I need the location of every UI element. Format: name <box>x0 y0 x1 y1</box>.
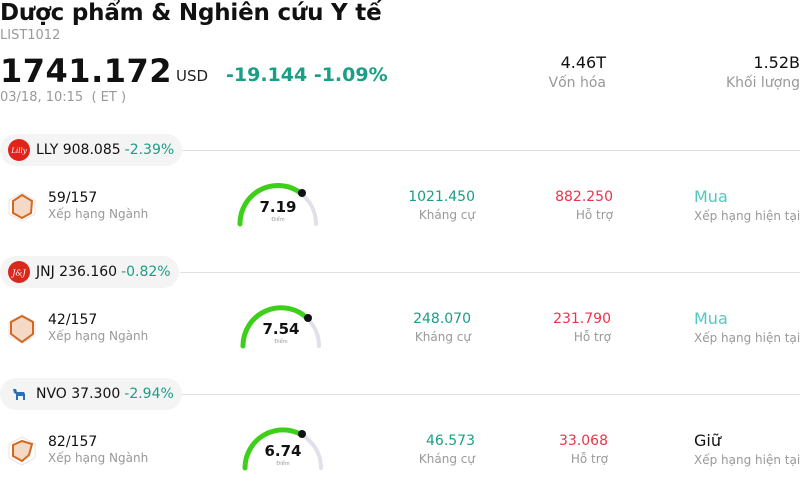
support-level: 33.068 Hỗ trợ <box>559 433 608 466</box>
resistance-level: 1021.450 Kháng cự <box>408 189 475 222</box>
ticker-price: LLY 908.085 <box>36 142 121 158</box>
sector-rank-radar-icon <box>8 436 36 466</box>
resistance-value: 1021.450 <box>408 189 475 205</box>
resistance-label: Kháng cự <box>418 208 475 222</box>
resistance-value: 248.070 <box>413 311 471 327</box>
ticker-pill[interactable]: J&J JNJ 236.160 -0.82% <box>0 256 179 288</box>
support-value: 882.250 <box>555 189 613 205</box>
score-value: 7.19 <box>259 198 297 216</box>
sector-rank-radar-icon <box>8 192 36 222</box>
timestamp: 03/18, 10:15 ( ET ) <box>0 90 127 105</box>
sector-rank-value: 82/157 <box>48 434 98 450</box>
page-title: Dược phẩm & Nghiên cứu Y tế <box>0 0 382 26</box>
resistance-label: Kháng cự <box>418 452 475 466</box>
market-cap-stat: 4.46T Vốn hóa <box>549 53 606 91</box>
index-price: 1741.172 <box>0 52 173 90</box>
resistance-value: 46.573 <box>426 433 475 449</box>
score-gauge: 7.19 Điểm <box>235 180 321 230</box>
score-label: Điểm <box>274 339 288 345</box>
sector-rank-value: 59/157 <box>48 190 98 206</box>
lilly-logo-icon: Lilly <box>8 139 30 161</box>
resistance-label: Kháng cự <box>414 330 471 344</box>
ticker-change: -0.82% <box>121 264 171 280</box>
support-value: 33.068 <box>559 433 608 449</box>
current-rating: Mua Xếp hạng hiện tại <box>694 187 800 223</box>
rating-label: Xếp hạng hiện tại <box>694 453 800 467</box>
sector-rank-radar-icon <box>8 314 36 344</box>
score-label: Điểm <box>271 217 285 223</box>
rating-value: Mua <box>694 187 728 206</box>
index-change: -19.144 -1.09% <box>226 64 388 86</box>
divider <box>180 272 800 273</box>
support-level: 882.250 Hỗ trợ <box>555 189 613 222</box>
resistance-level: 248.070 Kháng cự <box>413 311 471 344</box>
divider <box>180 150 800 151</box>
sector-rank: 42/157 Xếp hạng Ngành <box>48 312 148 343</box>
volume-value: 1.52B <box>753 53 800 72</box>
support-level: 231.790 Hỗ trợ <box>553 311 611 344</box>
sector-rank-label: Xếp hạng Ngành <box>48 451 149 465</box>
sector-rank-label: Xếp hạng Ngành <box>48 329 149 343</box>
divider <box>180 394 800 395</box>
rating-label: Xếp hạng hiện tại <box>694 331 800 345</box>
ticker-price: JNJ 236.160 <box>36 264 118 280</box>
novo-bull-logo-icon <box>8 383 30 405</box>
sector-rank: 59/157 Xếp hạng Ngành <box>48 190 148 221</box>
rating-label: Xếp hạng hiện tại <box>694 209 800 223</box>
support-label: Hỗ trợ <box>570 452 608 466</box>
svg-text:J&J: J&J <box>10 269 26 278</box>
score-gauge: 6.74 Điểm <box>240 424 326 474</box>
volume-label: Khối lượng <box>725 75 800 91</box>
score-value: 7.54 <box>262 320 300 338</box>
resistance-level: 46.573 Kháng cự <box>419 433 475 466</box>
sector-rank-label: Xếp hạng Ngành <box>48 207 149 221</box>
support-label: Hỗ trợ <box>573 330 611 344</box>
list-code: LIST1012 <box>0 28 61 43</box>
sector-rank: 82/157 Xếp hạng Ngành <box>48 434 148 465</box>
ticker-change: -2.39% <box>124 142 175 158</box>
rating-value: Mua <box>694 309 728 328</box>
score-gauge: 7.54 Điểm <box>238 302 324 352</box>
support-value: 231.790 <box>553 311 611 327</box>
ticker-pill[interactable]: Lilly LLY 908.085 -2.39% <box>0 134 183 166</box>
score-label: Điểm <box>276 461 290 467</box>
support-label: Hỗ trợ <box>575 208 613 222</box>
ticker-price: NVO 37.300 <box>36 386 121 402</box>
volume-stat: 1.52B Khối lượng <box>726 53 800 91</box>
rating-value: Giữ <box>694 431 721 450</box>
market-cap-label: Vốn hóa <box>548 75 606 91</box>
currency-label: USD <box>176 67 209 85</box>
current-rating: Mua Xếp hạng hiện tại <box>694 309 800 345</box>
sector-rank-value: 42/157 <box>48 312 98 328</box>
ticker-change: -2.94% <box>124 386 174 402</box>
jnj-logo-icon: J&J <box>8 261 30 283</box>
market-cap-value: 4.46T <box>560 53 606 72</box>
current-rating: Giữ Xếp hạng hiện tại <box>694 431 800 467</box>
ticker-pill[interactable]: NVO 37.300 -2.94% <box>0 378 182 410</box>
score-value: 6.74 <box>264 442 302 460</box>
svg-text:Lilly: Lilly <box>10 147 27 155</box>
